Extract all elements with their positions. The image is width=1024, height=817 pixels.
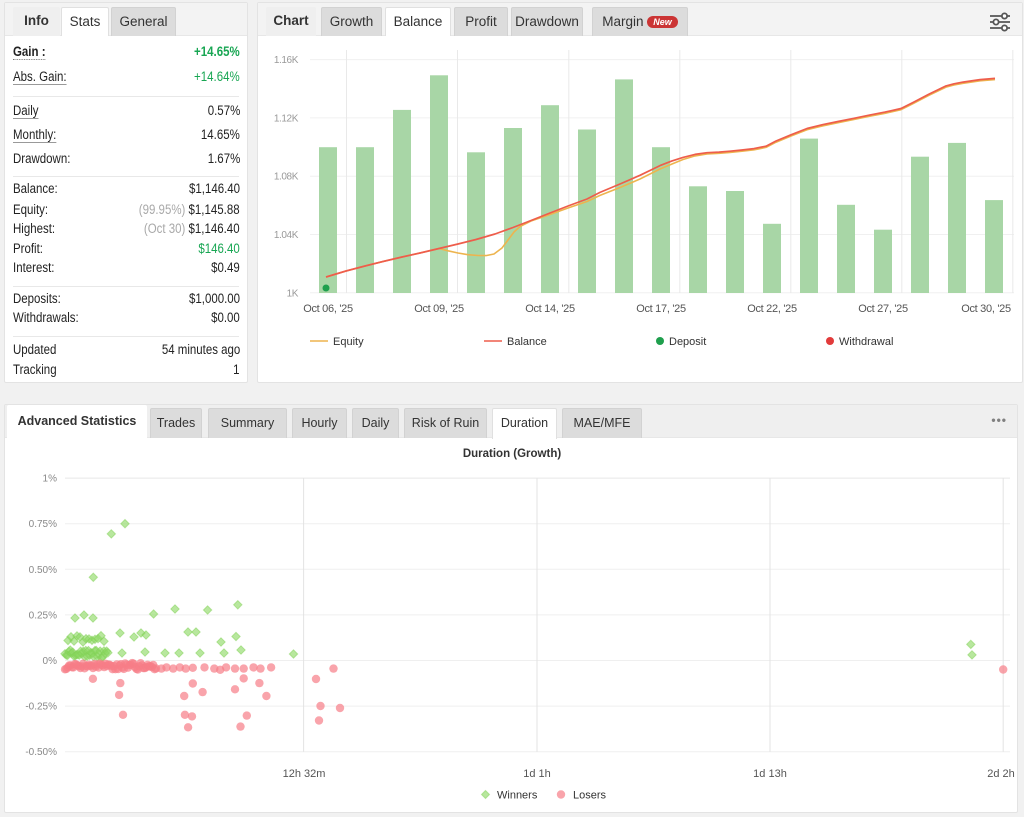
svg-text:Losers: Losers	[573, 790, 607, 802]
svg-text:1d 1h: 1d 1h	[523, 768, 551, 780]
svg-text:1.16K: 1.16K	[274, 55, 299, 66]
svg-text:1d 13h: 1d 13h	[753, 768, 787, 780]
svg-text:2d 2h: 2d 2h	[987, 768, 1015, 780]
svg-text:Balance: Balance	[507, 336, 547, 348]
svg-text:Winners: Winners	[497, 790, 538, 802]
svg-text:12h 32m: 12h 32m	[283, 768, 326, 780]
svg-text:1K: 1K	[287, 288, 299, 299]
svg-text:Oct 22, '25: Oct 22, '25	[747, 303, 797, 315]
svg-text:1%: 1%	[43, 474, 58, 485]
svg-text:Oct 30, '25: Oct 30, '25	[961, 303, 1011, 315]
svg-text:Deposit: Deposit	[669, 336, 706, 348]
svg-text:0.75%: 0.75%	[29, 519, 57, 530]
svg-text:Oct 14, '25: Oct 14, '25	[525, 303, 575, 315]
svg-text:Oct 09, '25: Oct 09, '25	[414, 303, 464, 315]
svg-text:-0.50%: -0.50%	[25, 747, 57, 758]
svg-text:Oct 17, '25: Oct 17, '25	[636, 303, 686, 315]
svg-text:0.50%: 0.50%	[29, 565, 57, 576]
svg-text:0%: 0%	[43, 656, 58, 667]
svg-text:Oct 27, '25: Oct 27, '25	[858, 303, 908, 315]
svg-text:1.04K: 1.04K	[274, 230, 299, 241]
svg-text:1.08K: 1.08K	[274, 172, 299, 183]
svg-text:Oct 06, '25: Oct 06, '25	[303, 303, 353, 315]
svg-text:0.25%: 0.25%	[29, 610, 57, 621]
svg-text:Withdrawal: Withdrawal	[839, 336, 893, 348]
svg-text:1.12K: 1.12K	[274, 113, 299, 124]
svg-text:-0.25%: -0.25%	[25, 702, 57, 713]
svg-text:Equity: Equity	[333, 336, 364, 348]
